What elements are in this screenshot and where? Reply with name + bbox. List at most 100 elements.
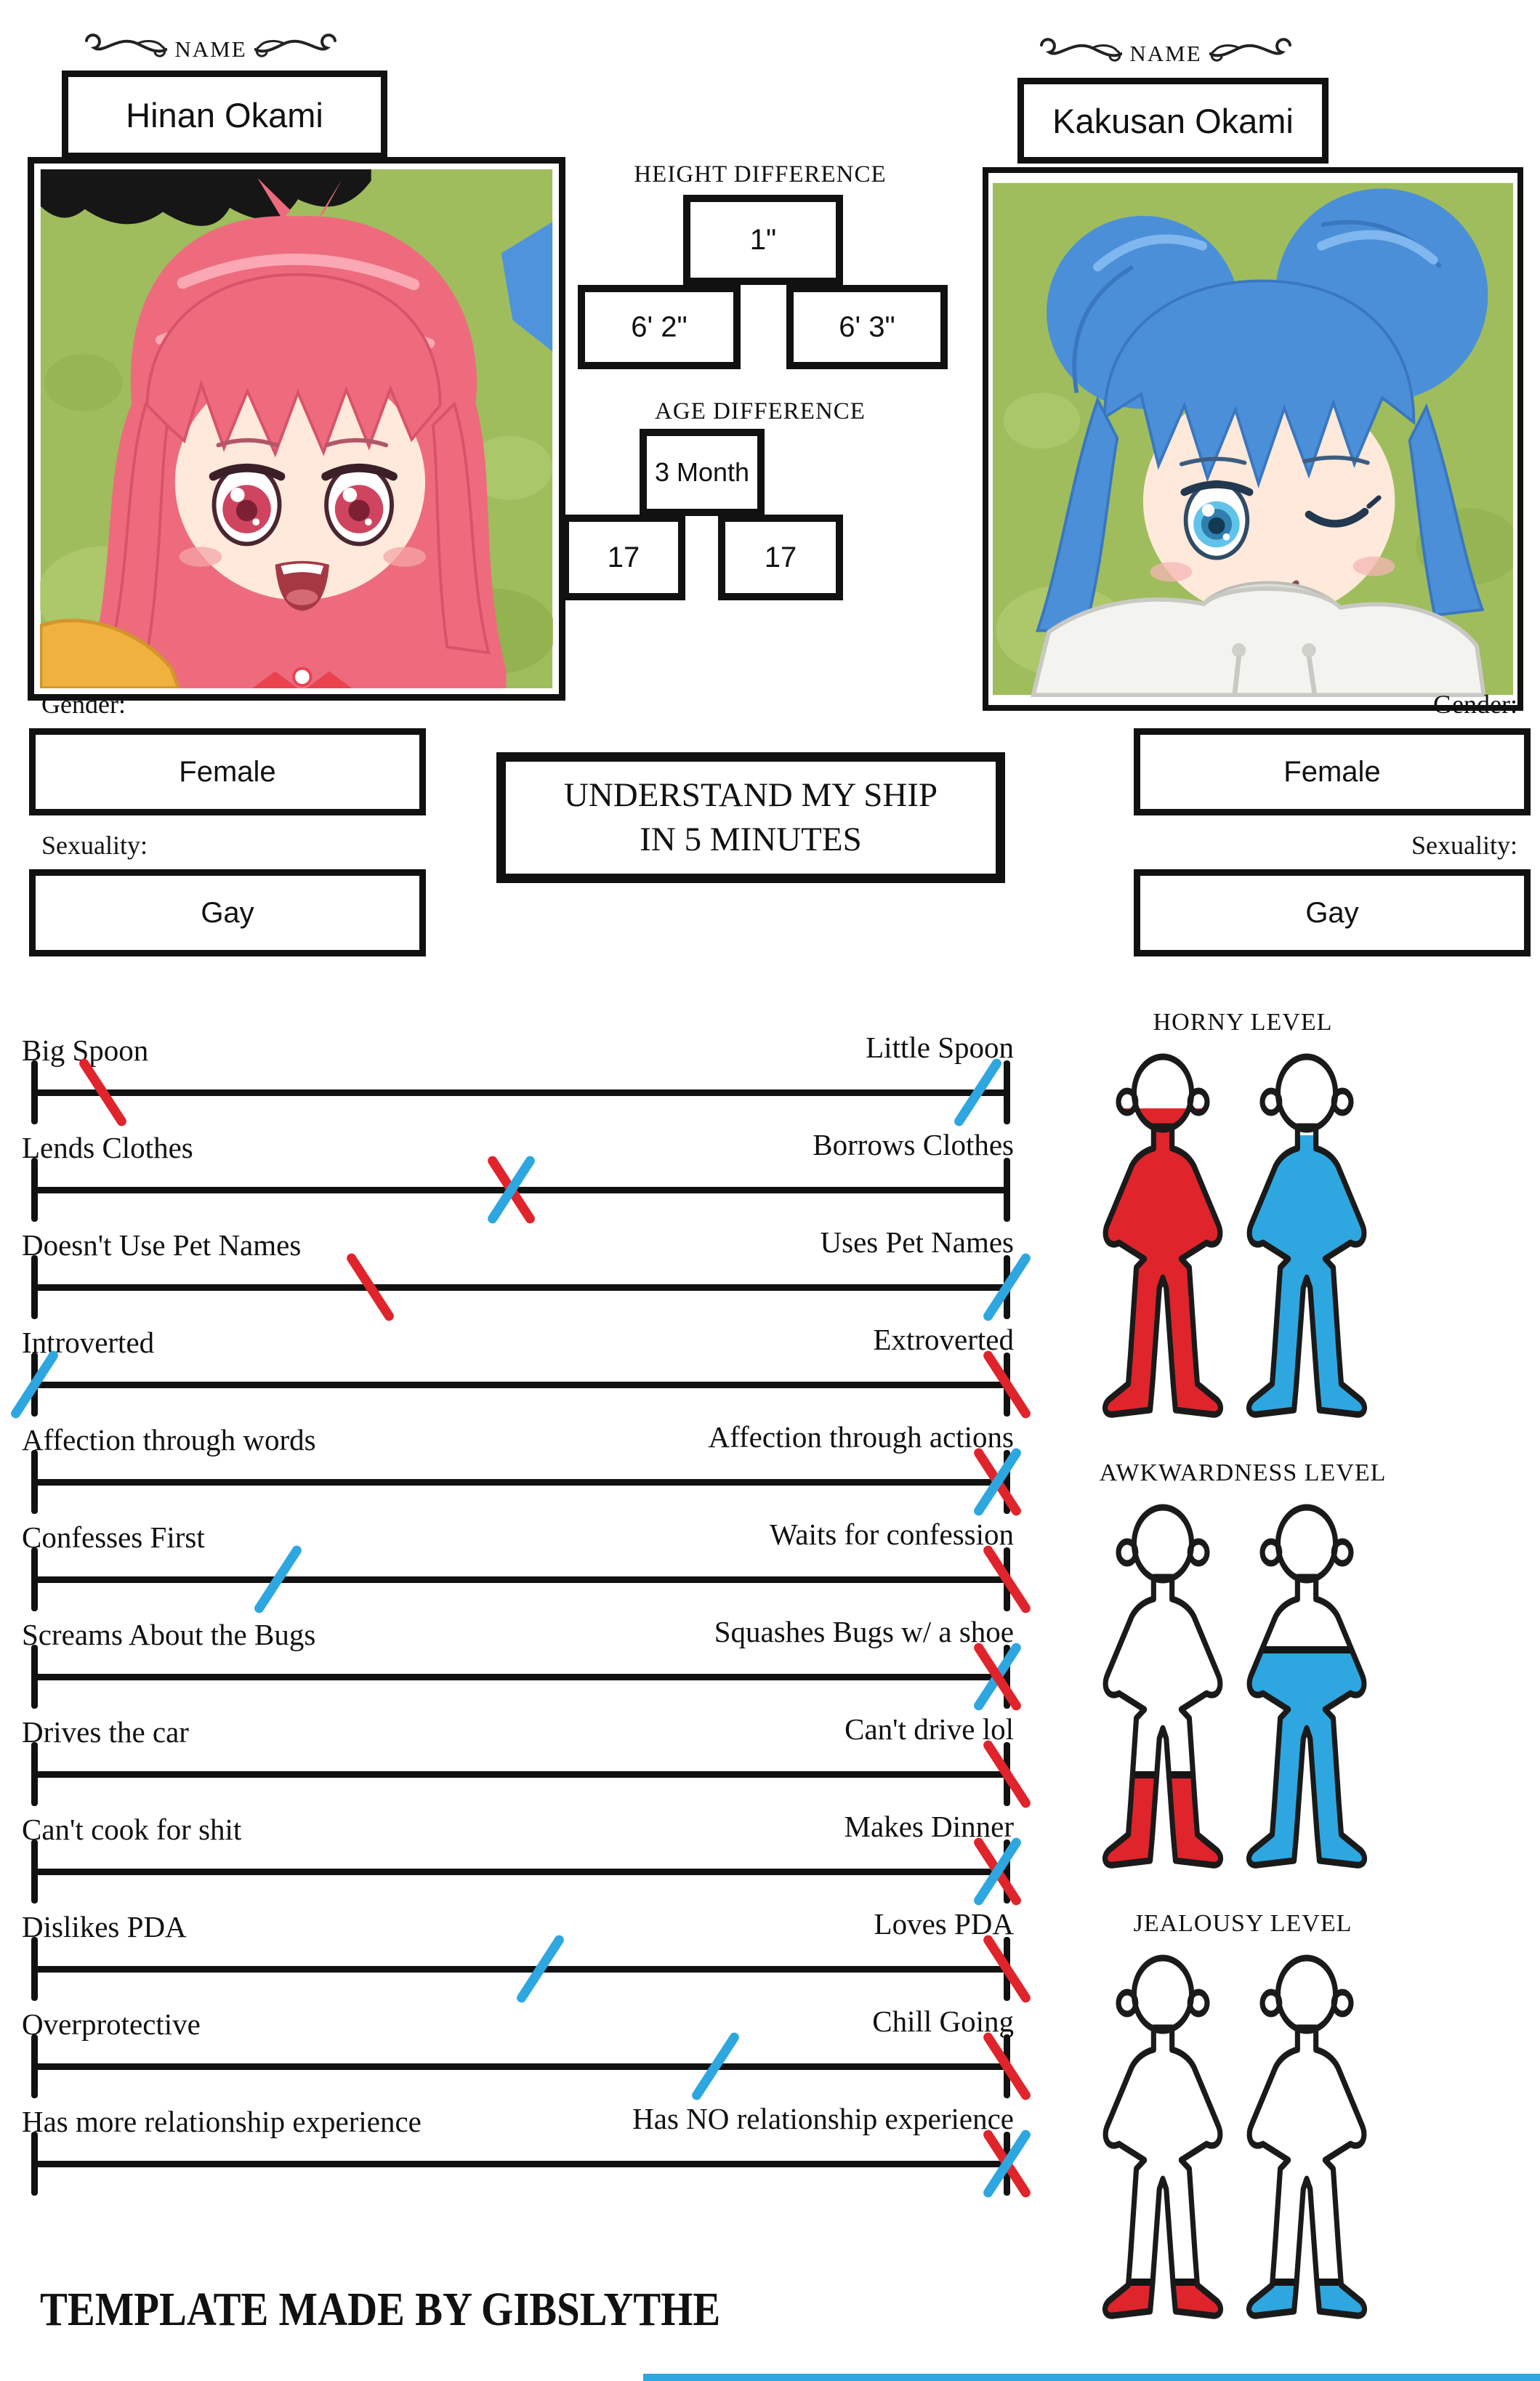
slider-end-tick (31, 1158, 38, 1222)
slider-right-label: Little Spoon (866, 1031, 1014, 1064)
slider-left-label: Drives the car (22, 1715, 189, 1749)
slider-line (34, 1576, 1007, 1583)
flourish-left-icon (85, 33, 168, 57)
slider-end-tick (1004, 1158, 1010, 1222)
slider-end-tick (31, 1450, 38, 1514)
portrait-right-art (993, 182, 1513, 698)
gender-label-left: Gender: (41, 690, 126, 719)
slider-right-label: Squashes Bugs w/ a shoe (714, 1615, 1014, 1648)
slider-row: Lends Clothes Borrows Clothes (0, 1110, 1540, 1225)
slider-line (34, 1284, 1007, 1291)
sexuality-value: Gay (1305, 896, 1359, 929)
slider-left-label: Has more relationship experience (22, 2105, 422, 2138)
slider-line (34, 1771, 1007, 1778)
level-group: HORNY LEVEL (1017, 1009, 1468, 1452)
slider-end-tick (31, 2132, 38, 2196)
slider-row: Screams About the Bugs Squashes Bugs w/ a… (0, 1597, 1540, 1712)
flourish-right-icon (1209, 38, 1291, 62)
sexuality-box-left: Gay (29, 869, 426, 956)
slider-left-label: Introverted (22, 1326, 155, 1359)
slider-line (34, 2161, 1007, 2167)
name-value: Hinan Okami (126, 95, 323, 134)
slider-line (34, 1479, 1007, 1486)
slider-right-label: Makes Dinner (844, 1810, 1014, 1843)
name-box-right: Kakusan Okami (1017, 78, 1329, 164)
gender-value: Female (1283, 755, 1381, 788)
slider-row: Doesn't Use Pet Names Uses Pet Names (0, 1207, 1540, 1323)
slider-end-tick (31, 1937, 38, 2001)
height-left-value: 6' 2" (631, 310, 688, 343)
name-header-left: NAME (65, 29, 356, 70)
body-figure-blue (1246, 1504, 1368, 1869)
slider-row: Drives the car Can't drive lol (0, 1694, 1540, 1810)
slider-line (34, 2063, 1007, 2070)
portrait-left (28, 157, 565, 701)
level-group: JEALOUSY LEVEL (1017, 1910, 1468, 2353)
height-difference-box: 1" (683, 195, 843, 285)
slider-left-label: Screams About the Bugs (22, 1618, 316, 1651)
name-box-left: Hinan Okami (62, 70, 387, 159)
portrait-right (983, 167, 1523, 711)
name-label: NAME (1129, 41, 1202, 66)
age-left-box: 17 (562, 515, 685, 600)
slider-end-tick (1004, 1840, 1010, 1903)
age-difference-value: 3 Month (654, 457, 750, 487)
gender-box-left: Female (29, 728, 426, 815)
slider-line (34, 1382, 1007, 1388)
slider-left-label: Lends Clothes (22, 1131, 193, 1164)
bottom-blue-strip (643, 2374, 1540, 2381)
age-difference-label: AGE DIFFERENCE (655, 398, 866, 424)
slider-end-tick (1004, 1060, 1010, 1124)
slider-left-label: Affection through words (22, 1423, 316, 1457)
slider-end-tick (31, 1255, 38, 1319)
body-figure-red (1102, 1053, 1224, 1418)
height-difference-value: 1" (749, 223, 777, 256)
slider-right-label: Chill Going (872, 2005, 1014, 2038)
slider-left-label: Dislikes PDA (22, 1910, 187, 1943)
gender-box-right: Female (1134, 728, 1531, 815)
slider-row: Can't cook for shit Makes Dinner (0, 1792, 1540, 1907)
slider-right-label: Has NO relationship experience (632, 2102, 1014, 2135)
sexuality-value: Gay (201, 896, 254, 929)
age-left-value: 17 (607, 541, 640, 573)
name-header-right: NAME (1020, 33, 1311, 74)
slider-left-label: Can't cook for shit (22, 1813, 242, 1846)
slider-left-label: Overprotective (22, 2007, 201, 2041)
slider-right-label: Extroverted (873, 1323, 1014, 1356)
sexuality-label-right: Sexuality: (1411, 831, 1517, 860)
slider-end-tick (1004, 1450, 1010, 1514)
slider-end-tick (31, 1645, 38, 1709)
slider-line (34, 1966, 1007, 1973)
slider-right-label: Affection through actions (708, 1420, 1014, 1454)
slider-row: Confesses First Waits for confession (0, 1499, 1540, 1615)
height-difference-label: HEIGHT DIFFERENCE (634, 161, 887, 188)
ship-title-line1: UNDERSTAND MY SHIP (563, 775, 938, 814)
body-figure-blue (1246, 1053, 1368, 1418)
slider-end-tick (31, 1060, 38, 1124)
sexuality-label-left: Sexuality: (41, 831, 148, 860)
slider-row: Dislikes PDA Loves PDA (0, 1889, 1540, 2005)
level-title: AWKWARDNESS LEVEL (1099, 1459, 1387, 1486)
name-label: NAME (174, 36, 247, 62)
slider-left-label: Confesses First (22, 1520, 205, 1554)
gender-value: Female (179, 755, 276, 788)
name-value: Kakusan Okami (1052, 101, 1294, 140)
age-difference-box: 3 Month (640, 429, 765, 516)
flourish-right-icon (254, 33, 336, 57)
slider-end-tick (31, 1547, 38, 1611)
slider-end-tick (1004, 1645, 1010, 1709)
age-right-value: 17 (764, 541, 797, 573)
slider-row: Affection through words Affection through… (0, 1402, 1540, 1518)
slider-line (34, 1869, 1007, 1875)
ship-title-box: UNDERSTAND MY SHIP IN 5 MINUTES (496, 752, 1005, 883)
slider-end-tick (31, 1840, 38, 1903)
age-right-box: 17 (718, 515, 843, 600)
slider-line (34, 1674, 1007, 1680)
slider-line (34, 1187, 1007, 1193)
body-figure-red (1102, 1954, 1224, 2319)
level-group: AWKWARDNESS LEVEL (1017, 1459, 1468, 1903)
slider-left-label: Doesn't Use Pet Names (22, 1228, 302, 1262)
slider-right-label: Borrows Clothes (813, 1128, 1014, 1161)
slider-row: Big Spoon Little Spoon (0, 1012, 1540, 1128)
slider-row: Overprotective Chill Going (0, 1986, 1540, 2102)
